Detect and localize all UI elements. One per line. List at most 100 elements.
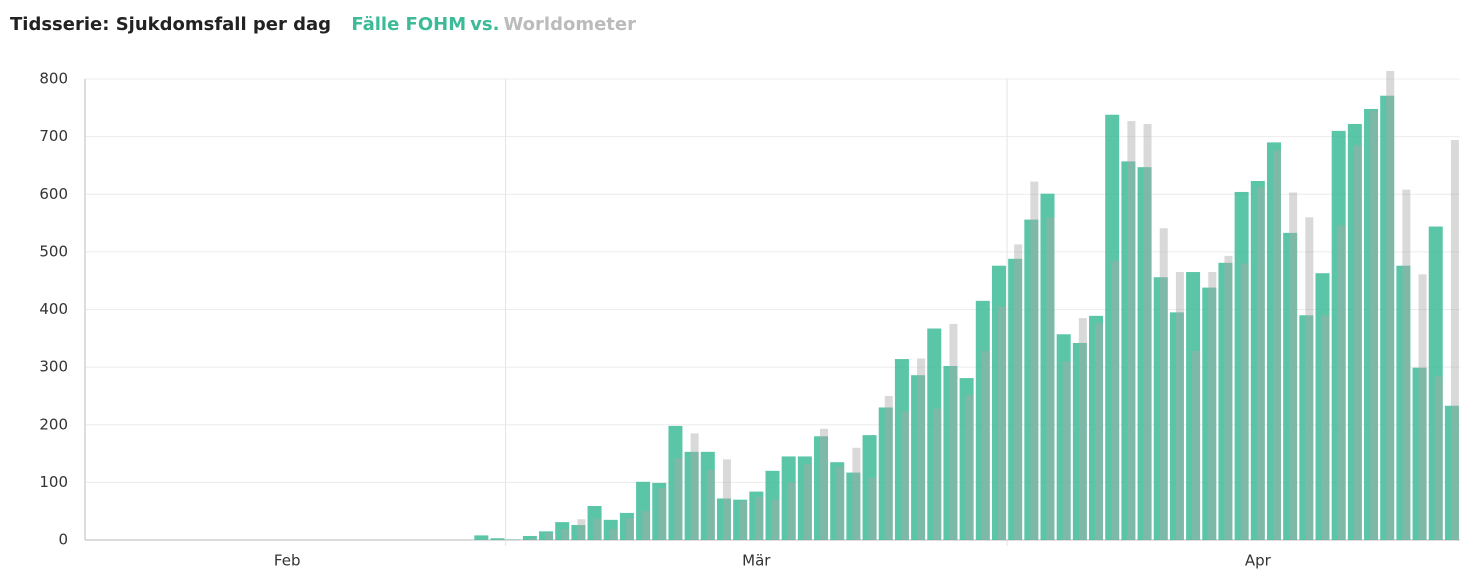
- bar: [1072, 342, 1087, 540]
- legend-entry: Fälle FOHM: [351, 14, 467, 35]
- bar: [1121, 161, 1136, 540]
- bar: [765, 470, 780, 540]
- bar: [609, 529, 618, 540]
- bar: [803, 463, 812, 540]
- bar: [506, 539, 521, 540]
- bar: [1137, 167, 1152, 540]
- bar: [1331, 130, 1346, 541]
- bar: [862, 435, 877, 540]
- bar: [1208, 272, 1217, 540]
- bar: [1256, 187, 1265, 540]
- bar: [642, 511, 651, 540]
- bar: [959, 378, 974, 540]
- bar: [878, 407, 893, 540]
- y-tick-label: 200: [39, 415, 68, 433]
- bar: [1169, 312, 1184, 540]
- x-tick-label: Mär: [742, 552, 771, 570]
- bar: [1040, 193, 1055, 540]
- bar: [1008, 258, 1023, 540]
- bar: [1305, 217, 1314, 541]
- bar: [636, 481, 651, 540]
- bar: [658, 488, 667, 540]
- bar: [1364, 108, 1379, 540]
- bar: [927, 328, 942, 540]
- bar: [787, 482, 796, 540]
- bar: [512, 539, 521, 540]
- bar: [1386, 70, 1395, 541]
- bar: [603, 519, 618, 540]
- bar: [1056, 334, 1071, 540]
- bar: [1370, 110, 1379, 540]
- bar: [545, 533, 554, 540]
- bar: [814, 436, 829, 540]
- bar: [1444, 405, 1459, 540]
- y-tick-label: 700: [39, 127, 68, 145]
- bar: [868, 477, 877, 540]
- bar: [716, 498, 731, 540]
- bar: [1283, 232, 1298, 540]
- bar: [991, 265, 1006, 540]
- bar: [1105, 114, 1120, 540]
- bar: [706, 469, 715, 540]
- bar: [1192, 350, 1201, 540]
- bar: [690, 433, 699, 540]
- bar: [555, 522, 570, 540]
- bar: [949, 323, 958, 540]
- bar: [1224, 255, 1233, 540]
- bar: [1380, 95, 1395, 541]
- bar: [894, 359, 909, 540]
- bar: [539, 531, 554, 540]
- y-tick-label: 600: [39, 185, 68, 203]
- bar: [1046, 217, 1055, 541]
- bar: [1402, 189, 1411, 540]
- legend-entry: Worldometer: [503, 14, 636, 35]
- bar: [1428, 226, 1443, 540]
- bar: [1014, 244, 1023, 541]
- bar: [1234, 191, 1249, 540]
- bar: [1272, 150, 1281, 540]
- bar: [1095, 323, 1104, 540]
- bar: [674, 458, 683, 540]
- bar: [480, 539, 489, 540]
- bar: [1321, 315, 1330, 540]
- bar: [1127, 121, 1136, 540]
- bar: [1418, 274, 1427, 540]
- bar: [771, 499, 780, 540]
- bar: [997, 306, 1006, 540]
- title-row: Tidsserie: Sjukdomsfall per dag Fälle FO…: [10, 14, 642, 35]
- bar: [1396, 265, 1411, 540]
- bar: [1289, 192, 1298, 541]
- bar: [917, 358, 926, 540]
- bar: [571, 525, 586, 540]
- bar: [884, 395, 893, 540]
- bar: [1089, 315, 1104, 540]
- bar: [733, 499, 748, 540]
- y-tick-label: 300: [39, 358, 68, 376]
- bar: [496, 539, 505, 540]
- bar: [1186, 272, 1201, 540]
- bar: [522, 535, 537, 540]
- bar: [797, 456, 812, 540]
- bar: [1299, 315, 1314, 540]
- legend-separator: vs.: [470, 14, 500, 35]
- y-tick-label: 400: [39, 300, 68, 318]
- bar: [830, 462, 845, 540]
- bar: [1062, 361, 1071, 540]
- x-tick-label: Feb: [274, 552, 301, 570]
- bar: [1347, 123, 1362, 540]
- bar: [739, 500, 748, 540]
- x-tick-label: Apr: [1245, 552, 1272, 570]
- bar: [781, 456, 796, 540]
- bar: [1266, 142, 1281, 540]
- bar: [965, 394, 974, 540]
- bar: [1078, 318, 1087, 540]
- bar: [1175, 272, 1184, 540]
- bar: [981, 350, 990, 540]
- bar: [933, 408, 942, 540]
- bar: [1434, 376, 1443, 540]
- bar: [684, 451, 699, 540]
- bar: [1202, 287, 1217, 540]
- bar: [852, 447, 861, 540]
